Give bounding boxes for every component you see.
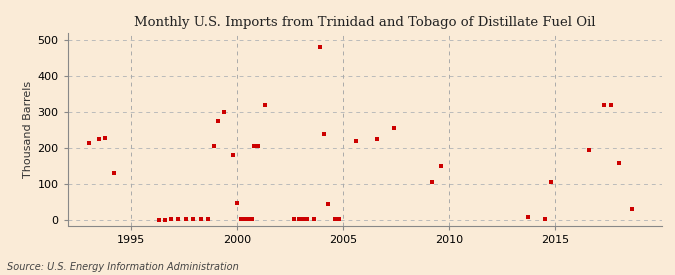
- Point: [242, 217, 253, 221]
- Point: [219, 110, 230, 114]
- Point: [236, 217, 247, 221]
- Point: [99, 136, 110, 140]
- Point: [539, 217, 550, 221]
- Point: [315, 45, 325, 50]
- Point: [244, 217, 255, 221]
- Point: [350, 139, 361, 143]
- Point: [249, 144, 260, 148]
- Point: [109, 171, 119, 175]
- Point: [227, 152, 238, 157]
- Point: [435, 164, 446, 168]
- Point: [213, 119, 223, 123]
- Point: [329, 217, 340, 221]
- Point: [232, 201, 242, 205]
- Point: [372, 137, 383, 141]
- Point: [599, 103, 610, 107]
- Point: [94, 137, 105, 141]
- Point: [196, 217, 207, 221]
- Point: [614, 160, 624, 165]
- Point: [172, 217, 183, 221]
- Point: [626, 207, 637, 211]
- Title: Monthly U.S. Imports from Trinidad and Tobago of Distillate Fuel Oil: Monthly U.S. Imports from Trinidad and T…: [134, 16, 595, 29]
- Point: [259, 103, 270, 107]
- Point: [302, 217, 313, 221]
- Point: [323, 202, 334, 206]
- Point: [83, 141, 94, 145]
- Point: [160, 218, 171, 222]
- Point: [240, 217, 251, 221]
- Point: [427, 180, 438, 185]
- Point: [153, 218, 164, 222]
- Point: [389, 126, 400, 131]
- Point: [253, 144, 264, 148]
- Point: [202, 217, 213, 221]
- Y-axis label: Thousand Barrels: Thousand Barrels: [23, 81, 33, 178]
- Point: [166, 217, 177, 222]
- Text: Source: U.S. Energy Information Administration: Source: U.S. Energy Information Administ…: [7, 262, 238, 272]
- Point: [584, 148, 595, 152]
- Point: [605, 103, 616, 107]
- Point: [181, 217, 192, 221]
- Point: [319, 131, 329, 136]
- Point: [246, 217, 257, 221]
- Point: [187, 217, 198, 221]
- Point: [522, 215, 533, 219]
- Point: [308, 217, 319, 221]
- Point: [238, 217, 249, 221]
- Point: [333, 217, 344, 221]
- Point: [209, 144, 219, 148]
- Point: [294, 217, 304, 221]
- Point: [298, 217, 308, 221]
- Point: [546, 180, 557, 185]
- Point: [289, 217, 300, 221]
